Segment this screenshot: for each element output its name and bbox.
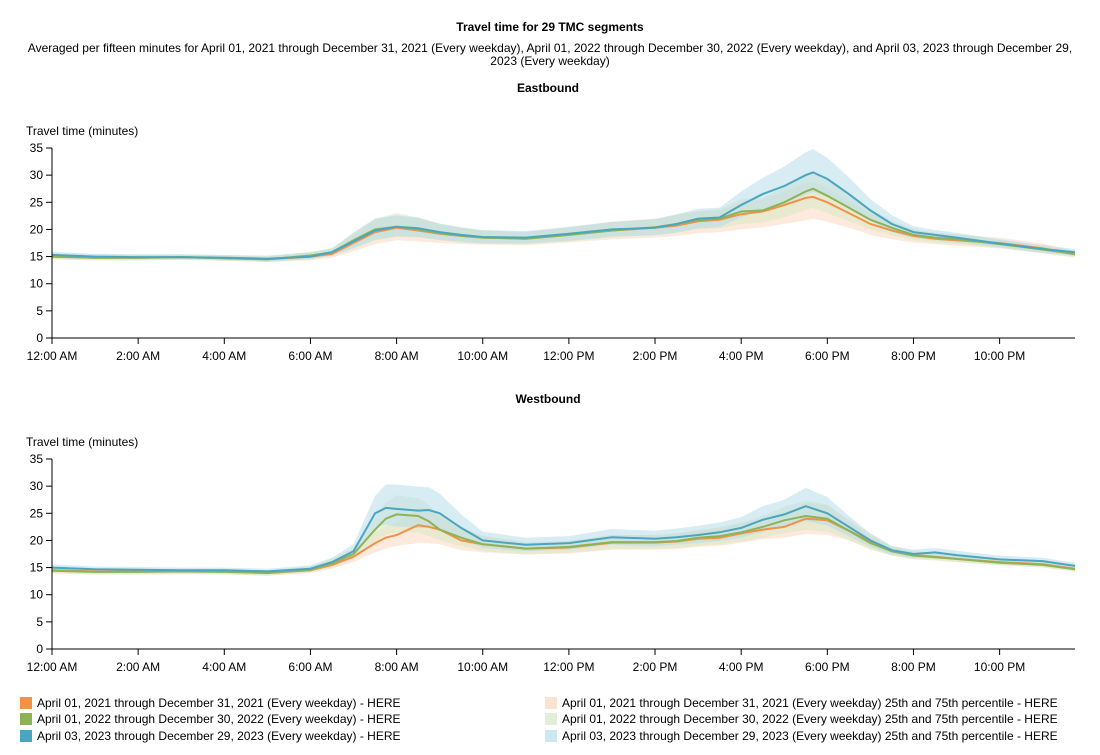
eastbound-x-tick-label: 6:00 AM bbox=[288, 349, 332, 363]
westbound-x-tick-label: 6:00 PM bbox=[805, 660, 850, 674]
legend-label-2021: April 01, 2021 through December 31, 2021… bbox=[37, 696, 401, 710]
eastbound-x-tick-label: 12:00 PM bbox=[543, 349, 594, 363]
westbound-x-tick-label: 10:00 AM bbox=[457, 660, 508, 674]
westbound-y-tick-label: 5 bbox=[36, 615, 43, 629]
eastbound-x-tick-label: 10:00 PM bbox=[974, 349, 1025, 363]
westbound-x-tick-label: 12:00 PM bbox=[543, 660, 594, 674]
westbound-y-tick-label: 0 bbox=[36, 642, 43, 656]
westbound-y-axis-label: Travel time (minutes) bbox=[26, 435, 138, 449]
legend-swatch-2022 bbox=[20, 713, 32, 725]
eastbound-x-tick-label: 8:00 PM bbox=[891, 349, 936, 363]
eastbound-y-tick-label: 20 bbox=[30, 222, 44, 236]
eastbound-title: Eastbound bbox=[517, 81, 579, 95]
eastbound-x-tick-label: 4:00 PM bbox=[719, 349, 764, 363]
westbound-x-tick-label: 2:00 AM bbox=[116, 660, 160, 674]
eastbound-y-tick-label: 10 bbox=[30, 277, 44, 291]
eastbound-x-tick-label: 2:00 AM bbox=[116, 349, 160, 363]
legend-swatch-2021 bbox=[20, 697, 32, 709]
eastbound-x-tick-label: 12:00 AM bbox=[27, 349, 78, 363]
eastbound-line-2023 bbox=[51, 171, 1076, 260]
westbound-y-tick-label: 15 bbox=[30, 561, 44, 575]
eastbound-line-2022 bbox=[51, 187, 1076, 261]
westbound-y-tick-label: 20 bbox=[30, 533, 44, 547]
legend-label-2022-percentile: April 01, 2022 through December 30, 2022… bbox=[562, 712, 1058, 726]
westbound-x-tick-label: 8:00 AM bbox=[375, 660, 419, 674]
eastbound-x-tick-label: 4:00 AM bbox=[202, 349, 246, 363]
westbound-x-tick-label: 8:00 PM bbox=[891, 660, 936, 674]
eastbound-y-tick-label: 30 bbox=[30, 168, 44, 182]
legend: April 01, 2021 through December 31, 2021… bbox=[20, 696, 1058, 743]
westbound-title: Westbound bbox=[515, 392, 580, 406]
eastbound-panel: Eastbound Travel time (minutes) 0 5 10 15 20… bbox=[26, 81, 1076, 363]
westbound-band-2022 bbox=[52, 495, 1075, 576]
westbound-x-tick-label: 4:00 PM bbox=[719, 660, 764, 674]
westbound-x-tick-label: 6:00 AM bbox=[288, 660, 332, 674]
westbound-line-2023 bbox=[51, 505, 1076, 573]
westbound-x-tick-label: 2:00 PM bbox=[633, 660, 678, 674]
westbound-y-tick-label: 35 bbox=[30, 452, 44, 466]
eastbound-y-tick-label: 5 bbox=[36, 304, 43, 318]
westbound-band-2023 bbox=[52, 484, 1075, 575]
chart-subtitle-line2: 2023 (Every weekday) bbox=[490, 54, 609, 68]
legend-label-2022: April 01, 2022 through December 30, 2022… bbox=[37, 712, 401, 726]
eastbound-y-tick-label: 25 bbox=[30, 195, 44, 209]
legend-label-2023: April 03, 2023 through December 29, 2023… bbox=[37, 729, 401, 743]
westbound-y-tick-label: 25 bbox=[30, 506, 44, 520]
eastbound-y-tick-label: 15 bbox=[30, 250, 44, 264]
legend-swatch-2022-percentile bbox=[545, 713, 557, 725]
westbound-x-tick-label: 12:00 AM bbox=[27, 660, 78, 674]
eastbound-y-tick-label: 0 bbox=[36, 331, 43, 345]
legend-label-2023-percentile: April 03, 2023 through December 29, 2023… bbox=[562, 729, 1058, 743]
westbound-x-tick-label: 10:00 PM bbox=[974, 660, 1025, 674]
westbound-panel: Westbound Travel time (minutes) 0 5 10 15 20… bbox=[26, 392, 1076, 674]
chart-title: Travel time for 29 TMC segments bbox=[456, 20, 644, 34]
eastbound-x-tick-label: 2:00 PM bbox=[633, 349, 678, 363]
legend-swatch-2023 bbox=[20, 730, 32, 742]
eastbound-band-2021 bbox=[52, 181, 1075, 262]
eastbound-x-tick-label: 10:00 AM bbox=[457, 349, 508, 363]
legend-swatch-2023-percentile bbox=[545, 730, 557, 742]
eastbound-y-tick-label: 35 bbox=[30, 141, 44, 155]
legend-label-2021-percentile: April 01, 2021 through December 31, 2021… bbox=[562, 696, 1058, 710]
eastbound-y-axis-label: Travel time (minutes) bbox=[26, 124, 138, 138]
westbound-y-tick-label: 10 bbox=[30, 588, 44, 602]
eastbound-x-tick-label: 6:00 PM bbox=[805, 349, 850, 363]
legend-swatch-2021-percentile bbox=[545, 697, 557, 709]
eastbound-band-2023 bbox=[52, 149, 1075, 262]
eastbound-band-2022 bbox=[52, 170, 1075, 262]
westbound-y-tick-label: 30 bbox=[30, 479, 44, 493]
chart-subtitle-line1: Averaged per fifteen minutes for April 0… bbox=[28, 41, 1072, 55]
westbound-x-tick-label: 4:00 AM bbox=[202, 660, 246, 674]
eastbound-x-tick-label: 8:00 AM bbox=[375, 349, 419, 363]
